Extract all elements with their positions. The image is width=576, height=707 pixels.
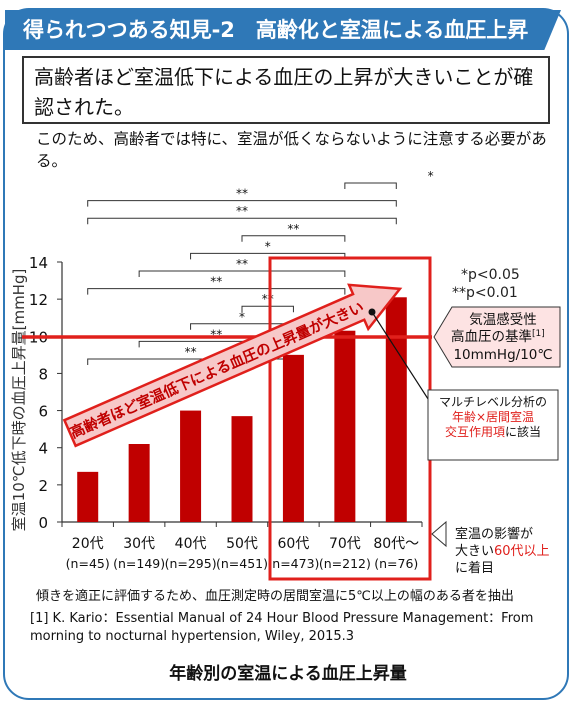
bottom-line2a: 大きい xyxy=(455,544,494,559)
significance-label: * xyxy=(428,169,434,183)
significance-bracket xyxy=(190,252,346,260)
bottom-line2b: 60代以上 xyxy=(494,544,550,559)
y-tick-label: 2 xyxy=(38,477,48,495)
significance-label: ** xyxy=(236,187,248,201)
bar-4 xyxy=(231,416,253,522)
x-tick-label: 70代 xyxy=(329,536,361,552)
significance-bracket xyxy=(241,235,346,242)
sig-legend-1: *p<0.05 xyxy=(461,267,520,283)
bar-3 xyxy=(180,410,202,522)
bar-6 xyxy=(334,330,356,522)
threshold-line1: 気温感受性 xyxy=(469,311,537,328)
significance-label: ** xyxy=(262,292,274,306)
trend-arrow-label: 高齢者ほど室温低下による血圧の上昇量が大きい xyxy=(67,298,366,442)
n-label: (n=473) xyxy=(267,556,319,571)
bar-2 xyxy=(128,444,150,522)
bottom-line3: に着目 xyxy=(455,560,494,576)
y-tick-label: 12 xyxy=(29,291,48,309)
interaction-line1: マルチレベル分析の xyxy=(439,395,547,409)
interaction-dot xyxy=(368,308,376,316)
x-tick-label: 40代 xyxy=(175,536,207,552)
bars xyxy=(77,297,407,522)
interaction-line3: 交互作用項 xyxy=(445,424,505,439)
significance-label: ** xyxy=(210,327,222,341)
significance-bracket xyxy=(87,217,397,225)
y-axis-label: 室温10℃低下時の血圧上昇量[mmHg] xyxy=(10,269,28,532)
x-tick-label: 20代 xyxy=(72,536,104,552)
bar-5 xyxy=(282,354,304,522)
x-tick-label: 50代 xyxy=(226,536,258,552)
threshold-ref: [1] xyxy=(532,329,545,339)
note-text: このため、高齢者では特に、室温が低くならないように注意する必要がある。 xyxy=(36,130,547,170)
x-tick-label: 60代 xyxy=(278,536,310,552)
n-label: (n=149) xyxy=(113,556,165,571)
bar-7 xyxy=(385,297,407,522)
threshold-line2: 高血圧の基準 xyxy=(451,328,532,345)
significance-bracket xyxy=(138,270,346,277)
bottom-line1: 室温の影響が xyxy=(455,526,533,542)
n-label: (n=212) xyxy=(319,556,371,571)
y-tick-label: 6 xyxy=(38,403,48,421)
y-tick-label: 14 xyxy=(29,254,48,272)
n-label: (n=76) xyxy=(374,556,418,571)
threshold-line2-wrap: 高血圧の基準[1] xyxy=(451,328,545,345)
significance-bracket xyxy=(87,200,397,207)
y-tick-label: 4 xyxy=(38,440,48,458)
significance-bracket xyxy=(344,182,397,189)
x-tick-label: 30代 xyxy=(123,536,155,552)
reference-text: [1] K. Kario：Essential Manual of 24 Hour… xyxy=(30,611,534,644)
bottom-line2-wrap: 大きい60代以上 xyxy=(455,544,550,559)
significance-label: ** xyxy=(185,345,197,359)
n-label: (n=45) xyxy=(66,556,110,571)
x-tick-label: 80代～ xyxy=(373,536,419,552)
significance-bracket xyxy=(87,288,346,295)
significance-label: ** xyxy=(236,257,248,271)
y-tick-label: 8 xyxy=(38,365,48,383)
title-banner: 得られつつある知見-2 高齢化と室温による血圧上昇 xyxy=(5,10,561,50)
significance-bracket xyxy=(241,305,294,313)
significance-label: ** xyxy=(287,222,299,236)
significance-label: ** xyxy=(210,275,222,289)
sig-legend-2: **p<0.01 xyxy=(452,285,518,301)
method-note: 傾きを適正に評価するため、血圧測定時の居間室温に5℃以上の幅のある者を抽出 xyxy=(36,589,514,604)
interaction-line3-wrap: 交互作用項に該当 xyxy=(445,424,541,439)
interaction-line2: 年齢×居間室温 xyxy=(452,409,534,424)
interaction-pointer xyxy=(371,311,431,403)
y-tick-label: 0 xyxy=(38,514,48,532)
significance-label: * xyxy=(265,239,271,253)
bar-1 xyxy=(77,471,99,522)
bottom-callout: 室温の影響が 大きい60代以上 に着目 xyxy=(431,520,550,576)
n-label: (n=451) xyxy=(216,556,268,571)
chart-caption: 年齢別の室温による血圧上昇量 xyxy=(169,664,407,684)
interaction-line4: に該当 xyxy=(505,424,541,439)
threshold-line3: 10mmHg/10℃ xyxy=(453,347,552,363)
n-label: (n=295) xyxy=(165,556,217,571)
conclusion-box: 高齢者ほど室温低下による血圧の上昇が大きいことが確認された。 xyxy=(22,56,550,124)
significance-label: ** xyxy=(236,204,248,218)
threshold-callout: 気温感受性 高血圧の基準[1] 10mmHg/10℃ xyxy=(433,306,561,368)
x-tick-labels: 20代 (n=45) 30代 (n=149) 40代 (n=295) 50代 (n=451) 6… xyxy=(66,536,420,571)
significance-label: * xyxy=(239,310,245,324)
interaction-callout: マルチレベル分析の 年齢×居間室温 交互作用項に該当 xyxy=(427,389,559,461)
